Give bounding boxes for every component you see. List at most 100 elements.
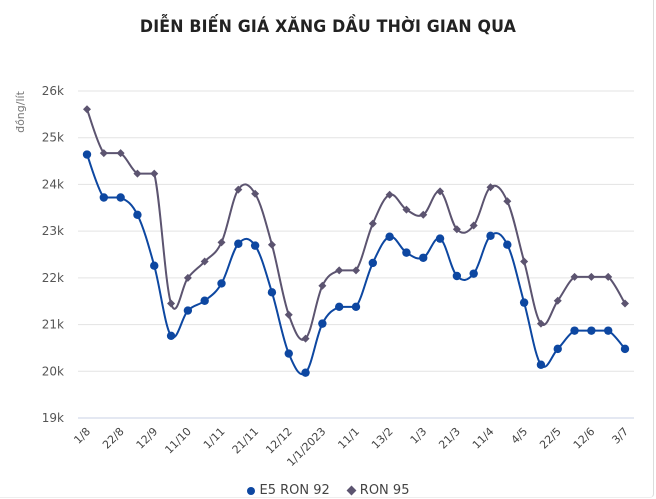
x-tick-label: 1/3	[408, 425, 430, 447]
data-point[interactable]	[402, 205, 411, 214]
x-tick-label: 11/4	[470, 425, 497, 452]
legend-label-e5: E5 RON 92	[259, 483, 330, 498]
data-point[interactable]	[183, 273, 192, 282]
chart-legend: E5 RON 92 RON 95	[0, 483, 656, 498]
x-tick-label: 22/5	[537, 425, 564, 452]
data-point[interactable]	[503, 197, 512, 206]
y-tick-label: 23k	[42, 224, 64, 238]
data-point[interactable]	[503, 240, 512, 249]
data-point[interactable]	[469, 269, 478, 278]
data-point[interactable]	[251, 189, 260, 198]
series-line	[86, 154, 626, 376]
data-point[interactable]	[167, 299, 176, 308]
data-point[interactable]	[284, 349, 293, 358]
data-point[interactable]	[402, 248, 411, 257]
data-point[interactable]	[603, 326, 613, 335]
data-point[interactable]	[352, 266, 360, 275]
data-point[interactable]	[351, 302, 361, 312]
chart-title: DIỄN BIẾN GIÁ XĂNG DẦU THỜI GIAN QUA	[139, 17, 517, 37]
data-point[interactable]	[318, 319, 327, 328]
data-point[interactable]	[234, 239, 243, 248]
data-point[interactable]	[318, 281, 327, 290]
data-point[interactable]	[368, 219, 377, 228]
data-point[interactable]	[587, 272, 596, 281]
y-tick-label: 20k	[42, 364, 64, 378]
x-tick-label: 13/2	[369, 425, 396, 452]
data-point[interactable]	[267, 240, 276, 249]
y-tick-label: 22k	[42, 271, 64, 285]
data-point[interactable]	[217, 238, 226, 247]
data-point[interactable]	[452, 225, 461, 234]
x-tick-label: 12/6	[571, 425, 598, 452]
legend-label-ron95: RON 95	[359, 483, 410, 498]
data-point[interactable]	[267, 288, 277, 297]
legend-item-ron95[interactable]: RON 95	[346, 483, 410, 498]
data-point[interactable]	[234, 185, 243, 194]
data-point[interactable]	[301, 368, 310, 377]
x-tick-label: 21/11	[230, 425, 262, 457]
x-tick-label: 12/12	[263, 425, 295, 457]
data-point[interactable]	[334, 302, 344, 312]
data-point[interactable]	[570, 272, 579, 281]
data-point[interactable]	[536, 319, 545, 328]
data-point[interactable]	[620, 344, 630, 354]
data-point[interactable]	[99, 193, 109, 202]
x-tick-label: 11/10	[162, 425, 194, 457]
data-point[interactable]	[536, 360, 546, 369]
data-point[interactable]	[570, 326, 579, 335]
data-point[interactable]	[435, 234, 445, 243]
data-point[interactable]	[486, 183, 495, 192]
data-point[interactable]	[469, 221, 478, 230]
data-point[interactable]	[99, 149, 108, 158]
data-point[interactable]	[553, 296, 562, 305]
data-point[interactable]	[419, 210, 428, 219]
data-point[interactable]	[83, 105, 91, 114]
y-tick-label: 21k	[42, 318, 64, 332]
data-point[interactable]	[82, 150, 92, 159]
y-tick-label: 25k	[42, 131, 64, 145]
y-tick-label: 19k	[42, 411, 64, 425]
data-point[interactable]	[419, 253, 428, 262]
series-ron-95	[83, 105, 629, 343]
data-point[interactable]	[250, 241, 260, 250]
data-point[interactable]	[335, 266, 344, 275]
data-point[interactable]	[150, 169, 159, 178]
data-point[interactable]	[116, 149, 125, 158]
y-axis-label: đồng/lít	[14, 90, 27, 132]
data-point[interactable]	[183, 306, 193, 315]
data-point[interactable]	[385, 190, 394, 199]
y-tick-label: 26k	[42, 84, 64, 98]
data-point[interactable]	[133, 169, 142, 178]
x-tick-label: 11/1	[335, 425, 362, 452]
data-point[interactable]	[301, 334, 310, 343]
data-point[interactable]	[436, 187, 445, 196]
data-point[interactable]	[217, 279, 226, 288]
data-point[interactable]	[200, 257, 209, 266]
data-point[interactable]	[133, 210, 142, 219]
data-point[interactable]	[486, 231, 495, 241]
data-point[interactable]	[116, 193, 125, 202]
data-point[interactable]	[200, 296, 209, 305]
data-point[interactable]	[587, 326, 596, 335]
data-point[interactable]	[604, 272, 613, 281]
x-tick-label: 1/8	[71, 425, 93, 447]
data-point[interactable]	[452, 271, 462, 281]
data-point[interactable]	[519, 298, 529, 307]
data-point[interactable]	[284, 310, 293, 319]
data-point[interactable]	[520, 257, 529, 266]
data-point[interactable]	[368, 258, 378, 268]
data-point[interactable]	[553, 344, 562, 354]
series-e5-ron-92	[82, 150, 630, 377]
x-tick-label: 1/11	[201, 425, 228, 452]
circle-marker-icon	[246, 486, 255, 495]
x-tick-label: 3/7	[609, 425, 631, 447]
data-point[interactable]	[150, 261, 159, 270]
legend-item-e5[interactable]: E5 RON 92	[246, 483, 330, 498]
x-tick-label: 12/9	[134, 425, 161, 452]
data-point[interactable]	[621, 299, 629, 308]
y-tick-label: 24k	[42, 177, 64, 191]
data-point[interactable]	[166, 331, 176, 340]
data-point[interactable]	[385, 232, 394, 241]
